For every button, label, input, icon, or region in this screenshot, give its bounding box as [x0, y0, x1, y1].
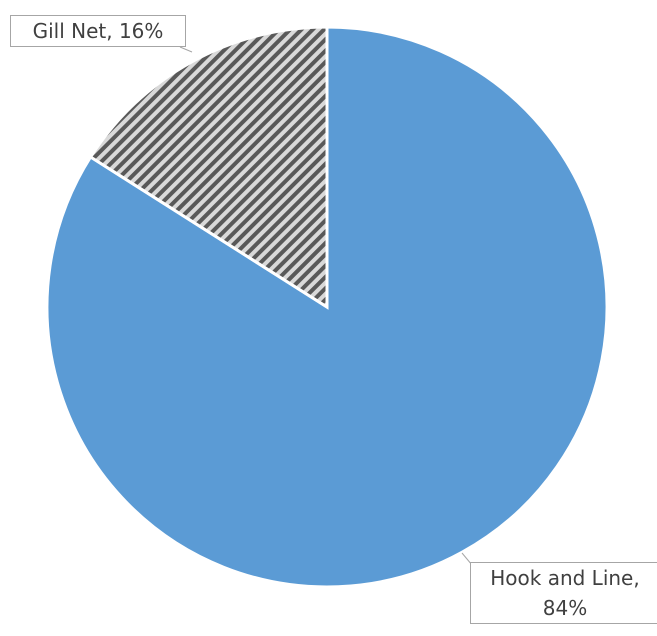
data-label: Hook and Line, 84%: [470, 562, 657, 624]
data-label: Gill Net, 16%: [10, 15, 186, 47]
leader-line: [179, 46, 193, 53]
pie-slice: [88, 25, 329, 310]
